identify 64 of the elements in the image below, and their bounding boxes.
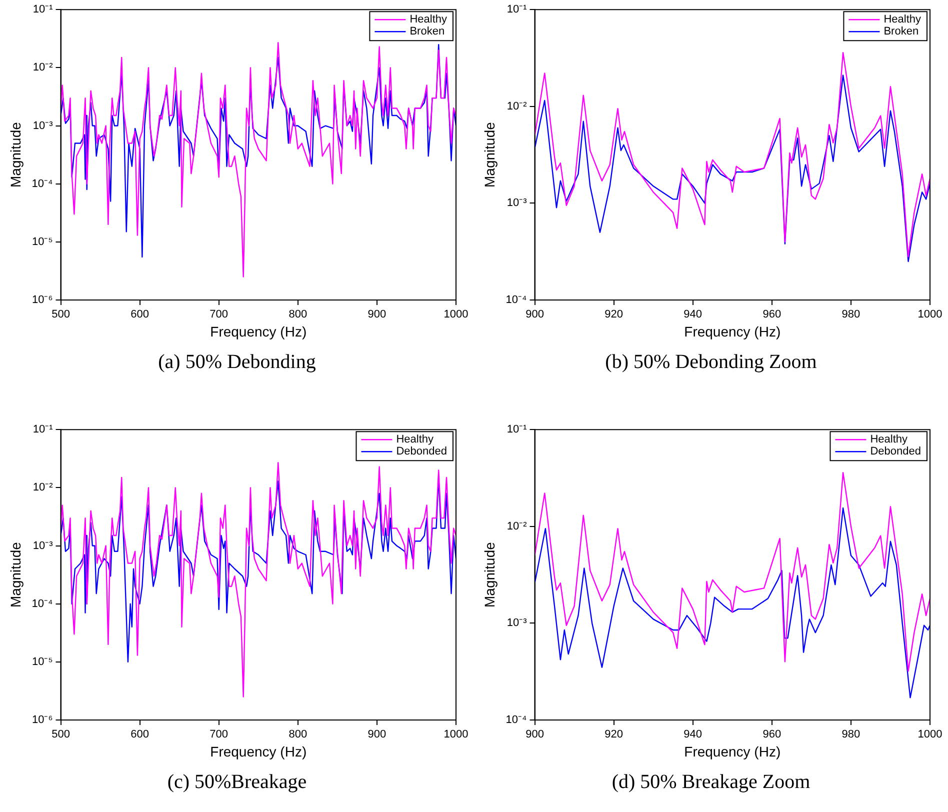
x-tick-label: 920 (604, 728, 623, 741)
y-tick-label: 10⁻² (32, 62, 54, 74)
y-tick-label: 10⁻² (32, 482, 54, 494)
y-tick-label: 10⁻⁴ (506, 294, 528, 306)
legend-label: Broken (884, 26, 919, 38)
x-tick-label: 1000 (918, 308, 942, 321)
x-tick-label: 600 (130, 728, 149, 741)
y-tick-label: 10⁻³ (32, 540, 54, 552)
y-tick-label: 10⁻⁶ (32, 714, 53, 726)
y-tick-label: 10⁻³ (506, 197, 528, 210)
legend-label: Healthy (410, 14, 448, 26)
x-tick-label: 940 (684, 728, 702, 741)
y-tick-label: 10⁻¹ (506, 424, 528, 436)
x-tick-label: 1000 (444, 308, 468, 321)
legend-label: Broken (410, 26, 445, 38)
x-tick-label: 900 (368, 728, 386, 741)
x-tick-label: 500 (52, 728, 70, 741)
x-tick-label: 1000 (918, 728, 942, 741)
y-tick-label: 10⁻⁴ (506, 714, 528, 726)
x-tick-label: 600 (130, 308, 149, 321)
y-tick-label: 10⁻² (506, 520, 528, 532)
x-axis-title: Frequency (Hz) (210, 743, 307, 760)
x-tick-label: 800 (288, 728, 308, 741)
y-tick-label: 10⁻² (506, 100, 528, 112)
y-tick-label: 10⁻³ (32, 120, 54, 132)
legend-label: Healthy (396, 434, 434, 446)
y-tick-label: 10⁻⁵ (32, 656, 53, 668)
y-tick-label: 10⁻⁵ (32, 236, 53, 248)
x-axis-title: Frequency (Hz) (210, 323, 307, 340)
x-axis-title: Frequency (Hz) (684, 743, 781, 760)
y-axis-title: Magnitude (7, 122, 24, 188)
x-tick-label: 500 (52, 308, 70, 321)
y-axis-title: Magnitude (481, 122, 498, 188)
y-axis-title: Magnitude (481, 542, 498, 608)
legend-label: Debonded (870, 446, 922, 458)
x-tick-label: 940 (684, 308, 702, 321)
x-tick-label: 900 (526, 728, 544, 741)
x-tick-label: 900 (368, 308, 386, 321)
y-tick-label: 10⁻³ (506, 617, 528, 630)
legend-label: Healthy (884, 14, 922, 26)
y-axis-title: Magnitude (7, 542, 24, 608)
x-tick-label: 960 (762, 308, 782, 321)
text: (c) 50%Breakage (166, 771, 308, 794)
text: (b) 50% Debonding Zoom (604, 351, 818, 374)
x-tick-label: 800 (288, 308, 308, 321)
x-tick-label: 980 (842, 308, 860, 321)
x-tick-label: 980 (842, 728, 860, 741)
y-tick-label: 10⁻¹ (506, 4, 528, 16)
y-tick-label: 10⁻¹ (32, 4, 54, 16)
x-tick-label: 900 (526, 308, 544, 321)
legend-label: Debonded (396, 446, 448, 458)
x-tick-label: 1000 (444, 728, 468, 741)
x-tick-label: 920 (604, 308, 623, 321)
y-tick-label: 10⁻⁴ (32, 598, 54, 610)
legend-label: Healthy (870, 434, 908, 446)
text: (d) 50% Breakage Zoom (610, 771, 812, 794)
x-axis-title: Frequency (Hz) (684, 323, 781, 340)
y-tick-label: 10⁻⁴ (32, 178, 54, 190)
x-tick-label: 700 (210, 308, 228, 321)
x-tick-label: 700 (210, 728, 228, 741)
x-tick-label: 960 (762, 728, 782, 741)
y-tick-label: 10⁻¹ (32, 424, 54, 436)
y-tick-label: 10⁻⁶ (32, 294, 53, 306)
text: (a) 50% Debonding (157, 351, 317, 374)
